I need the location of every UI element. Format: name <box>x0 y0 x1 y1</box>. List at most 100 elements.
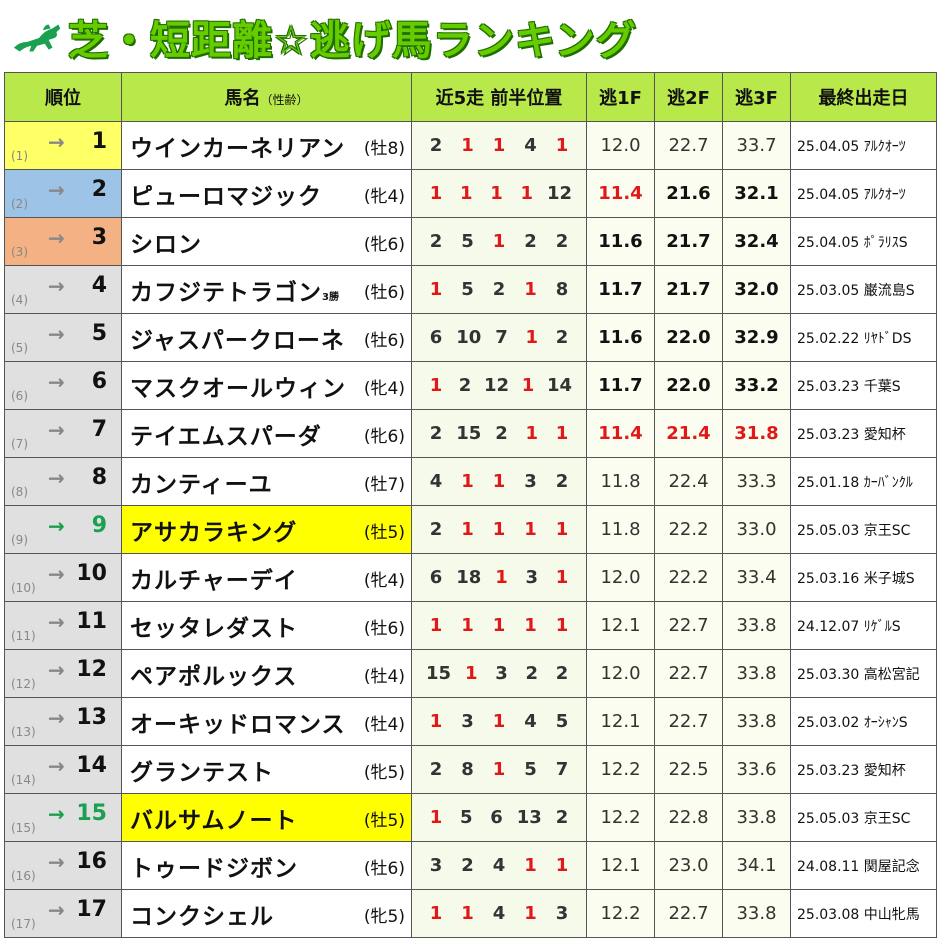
lead-2f-time: 22.7 <box>654 649 723 698</box>
last-race: 25.05.03 京王SC <box>790 793 937 842</box>
horse-name-text: バルサムノート <box>130 808 298 834</box>
lead-1f-time: 11.4 <box>586 409 655 458</box>
table-row: (16) → 16 トゥードジボン (牡6) 3 2 4 1 1 12.1 23.0 34.1 24.08… <box>4 841 937 890</box>
rank-cell: (7) → 7 <box>4 409 122 458</box>
rank-number: 13 <box>76 705 107 730</box>
previous-rank: (11) <box>11 629 36 643</box>
trend-arrow-icon: → <box>48 130 65 154</box>
trend-arrow-icon: → <box>48 418 65 442</box>
sex-age: (牡7) <box>363 475 405 495</box>
horse-name-text: セッタレダスト <box>130 616 298 642</box>
horse-name-cell: マスクオールウィン (牝4) <box>121 361 412 410</box>
early-position: 15 <box>426 663 452 684</box>
early-position: 12 <box>483 375 509 396</box>
previous-rank: (5) <box>11 341 28 355</box>
early-position: 2 <box>458 375 472 396</box>
lead-2f-time: 23.0 <box>654 841 723 890</box>
early-position: 1 <box>525 423 539 444</box>
trend-arrow-icon: → <box>48 706 65 730</box>
table-row: (15) → 15 バルサムノート (牡5) 1 5 6 13 2 12.2 22.8 33.8 25.0… <box>4 793 937 842</box>
sex-age: (牝6) <box>363 427 405 447</box>
horse-name: ピューロマジック <box>130 177 322 211</box>
rank-number: 3 <box>91 225 107 250</box>
previous-rank: (6) <box>11 389 28 403</box>
early-position: 5 <box>524 759 537 780</box>
rank-cell: (1) → 1 <box>4 121 122 170</box>
horse-name-cell: トゥードジボン (牡6) <box>121 841 412 890</box>
horse-name: シロン <box>130 225 202 259</box>
sex-age: (牝4) <box>363 571 405 591</box>
rank-number: 7 <box>91 417 107 442</box>
horse-name-cell: バルサムノート (牡5) <box>121 793 412 842</box>
last-race: 24.12.07 ﾘｹﾞﾙS <box>790 601 937 650</box>
lead-3f-time: 33.2 <box>722 361 791 410</box>
early-position: 1 <box>490 183 503 204</box>
early-position: 8 <box>555 279 569 300</box>
horse-name-text: ペアポルックス <box>130 664 298 690</box>
horse-name: アサカラキング <box>130 513 297 547</box>
early-position: 13 <box>516 807 542 828</box>
lead-1f-time: 11.7 <box>586 361 655 410</box>
position-history: 1 2 12 1 14 <box>413 375 586 396</box>
rank-cell: (6) → 6 <box>4 361 122 410</box>
early-position: 2 <box>524 231 537 252</box>
lead-3f-time: 33.8 <box>722 889 791 938</box>
last-race: 25.04.05 ﾎﾟﾗﾘｽS <box>790 217 937 266</box>
table-row: (9) → 9 アサカラキング (牡5) 2 1 1 1 1 11.8 22.2 33.0 25.05.0… <box>4 505 937 554</box>
horse-name-text: コンクシェル <box>130 904 274 930</box>
rank-cell: (10) → 10 <box>4 553 122 602</box>
lead-3f-time: 32.9 <box>722 313 791 362</box>
early-position: 1 <box>429 903 443 924</box>
horse-name-text: シロン <box>130 232 202 258</box>
table-row: (13) → 13 オーキッドロマンス (牡4) 1 3 1 4 5 12.1 22.7 33.8 25.… <box>4 697 937 746</box>
lead-3f-time: 32.0 <box>722 265 791 314</box>
rank-cell: (2) → 2 <box>4 169 122 218</box>
title-bar: 芝・短距離☆逃げ馬ランキング <box>0 0 941 72</box>
lead-3f-time: 33.8 <box>722 649 791 698</box>
lead-2f-time: 22.0 <box>654 361 723 410</box>
early-position: 1 <box>461 135 474 156</box>
lead-3f-time: 33.6 <box>722 745 791 794</box>
early-position: 2 <box>555 471 569 492</box>
table-row: (3) → 3 シロン (牝6) 2 5 1 2 2 11.6 21.7 32.4 25.04.05 ﾎﾟ… <box>4 217 937 266</box>
early-position: 1 <box>524 615 537 636</box>
early-position: 1 <box>555 519 569 540</box>
lead-2f-time: 22.7 <box>654 697 723 746</box>
lead-2f-time: 22.7 <box>654 601 723 650</box>
last-race: 24.08.11 関屋記念 <box>790 841 937 890</box>
last-race: 25.03.23 愛知杯 <box>790 409 937 458</box>
trend-arrow-icon: → <box>48 226 65 250</box>
sex-age: (牡5) <box>363 523 405 543</box>
early-position: 1 <box>492 135 506 156</box>
trend-arrow-icon: → <box>48 274 65 298</box>
last-race: 25.01.18 ｶｰﾊﾞﾝｸﾙ <box>790 457 937 506</box>
rank-number: 1 <box>91 129 107 154</box>
horse-name-text: カフジテトラゴン <box>130 280 322 306</box>
lead-1f-time: 12.2 <box>586 793 655 842</box>
trend-arrow-icon: → <box>48 610 65 634</box>
position-history: 15 1 3 2 2 <box>413 663 586 684</box>
position-history: 6 10 7 1 2 <box>413 327 586 348</box>
early-position: 1 <box>524 903 537 924</box>
rank-number: 2 <box>91 177 107 202</box>
early-position: 1 <box>492 519 506 540</box>
early-position: 1 <box>429 375 443 396</box>
lead-3f-time: 33.8 <box>722 601 791 650</box>
horse-name: バルサムノート <box>130 801 298 835</box>
early-position: 3 <box>461 711 474 732</box>
horse-name-text: オーキッドロマンス <box>130 712 346 738</box>
lead-2f-time: 22.7 <box>654 121 723 170</box>
last-race: 25.04.05 ｱﾙｸｵｰﾂ <box>790 169 937 218</box>
early-position: 2 <box>429 135 443 156</box>
early-position: 1 <box>429 279 443 300</box>
horse-name-cell: アサカラキング (牡5) <box>121 505 412 554</box>
lead-2f-time: 21.7 <box>654 217 723 266</box>
early-position: 2 <box>429 423 443 444</box>
